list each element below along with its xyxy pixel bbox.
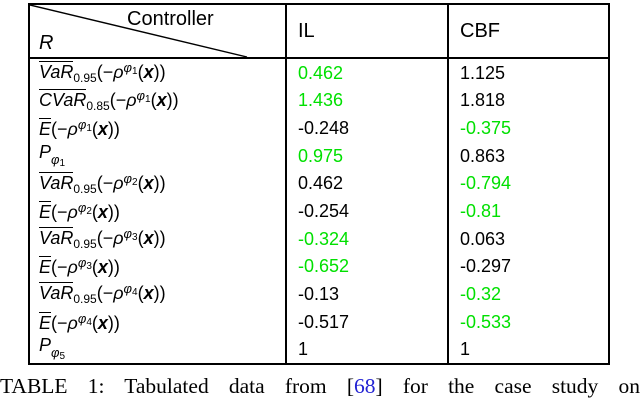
il-value: 0.462 [285, 169, 447, 198]
table-row: E(−ρφ3(x)) -0.652 -0.297 [30, 252, 608, 281]
metric-label: VaR0.95(−ρφ2(x)) [39, 170, 166, 196]
il-value: 1 [285, 335, 447, 364]
cbf-value: -0.375 [447, 114, 608, 142]
header-r-label: R [39, 32, 54, 54]
cbf-value: 1 [447, 335, 608, 364]
cbf-value: -0.32 [447, 280, 608, 308]
metric-label: E(−ρφ2(x)) [39, 200, 120, 223]
table-row: E(−ρφ4(x)) -0.517 -0.533 [30, 307, 608, 336]
metric-label: Pφ1 [39, 141, 66, 169]
table-row: Pφ5 1 1 [30, 335, 608, 364]
cbf-value: 1.125 [447, 59, 608, 87]
il-value: -0.324 [285, 224, 447, 253]
cbf-value: 1.818 [447, 86, 608, 115]
cbf-value: 0.863 [447, 141, 608, 170]
table-body: VaR0.95(−ρφ1(x)) 0.462 1.125 CVaR0.85(−ρφ1(… [30, 59, 608, 364]
results-table: Controller R IL CBF VaR0.95(−ρφ1(x)) 0.46… [28, 3, 610, 365]
citation-link[interactable]: 68 [354, 374, 376, 398]
metric-label: E(−ρφ1(x)) [39, 117, 120, 140]
diagonal-header-cell: Controller R [30, 5, 285, 57]
table-header-row: Controller R IL CBF [30, 5, 608, 59]
metric-label: VaR0.95(−ρφ1(x)) [39, 60, 166, 86]
caption-prefix: TABLE 1: Tabulated data from [ [0, 374, 354, 398]
diagonal-line [30, 5, 248, 57]
column-header-cbf: CBF [447, 5, 608, 57]
cbf-value: -0.297 [447, 252, 608, 281]
il-value: 0.462 [285, 59, 447, 87]
table-row: E(−ρφ1(x)) -0.248 -0.375 [30, 114, 608, 142]
il-value: -0.254 [285, 197, 447, 225]
cbf-value: -0.794 [447, 169, 608, 198]
cbf-value: -0.533 [447, 307, 608, 336]
table-row: VaR0.95(−ρφ1(x)) 0.462 1.125 [30, 59, 608, 87]
cbf-value: 0.063 [447, 224, 608, 253]
il-value: -0.13 [285, 280, 447, 308]
caption-suffix: ] for the case study on [375, 374, 640, 398]
table-row: VaR0.95(−ρφ3(x)) -0.324 0.063 [30, 224, 608, 253]
metric-label: VaR0.95(−ρφ4(x)) [39, 281, 166, 307]
table-row: VaR0.95(−ρφ2(x)) 0.462 -0.794 [30, 169, 608, 198]
table-row: VaR0.95(−ρφ4(x)) -0.13 -0.32 [30, 280, 608, 308]
il-value: -0.652 [285, 252, 447, 281]
il-value: -0.517 [285, 307, 447, 336]
column-header-il: IL [285, 5, 447, 57]
metric-label: VaR0.95(−ρφ3(x)) [39, 226, 166, 252]
table-row: E(−ρφ2(x)) -0.254 -0.81 [30, 197, 608, 225]
table-caption: TABLE 1: Tabulated data from [68] for th… [0, 371, 640, 401]
header-controller-label: Controller [127, 8, 214, 30]
il-value: 0.975 [285, 141, 447, 170]
cbf-value: -0.81 [447, 197, 608, 225]
metric-label: CVaR0.85(−ρφ1(x)) [39, 87, 179, 113]
metric-label: E(−ρφ3(x)) [39, 255, 120, 278]
metric-label: E(−ρφ4(x)) [39, 310, 120, 333]
il-value: 1.436 [285, 86, 447, 115]
table-row: Pφ1 0.975 0.863 [30, 141, 608, 170]
metric-label: Pφ5 [39, 335, 66, 363]
il-value: -0.248 [285, 114, 447, 142]
table-row: CVaR0.85(−ρφ1(x)) 1.436 1.818 [30, 86, 608, 115]
